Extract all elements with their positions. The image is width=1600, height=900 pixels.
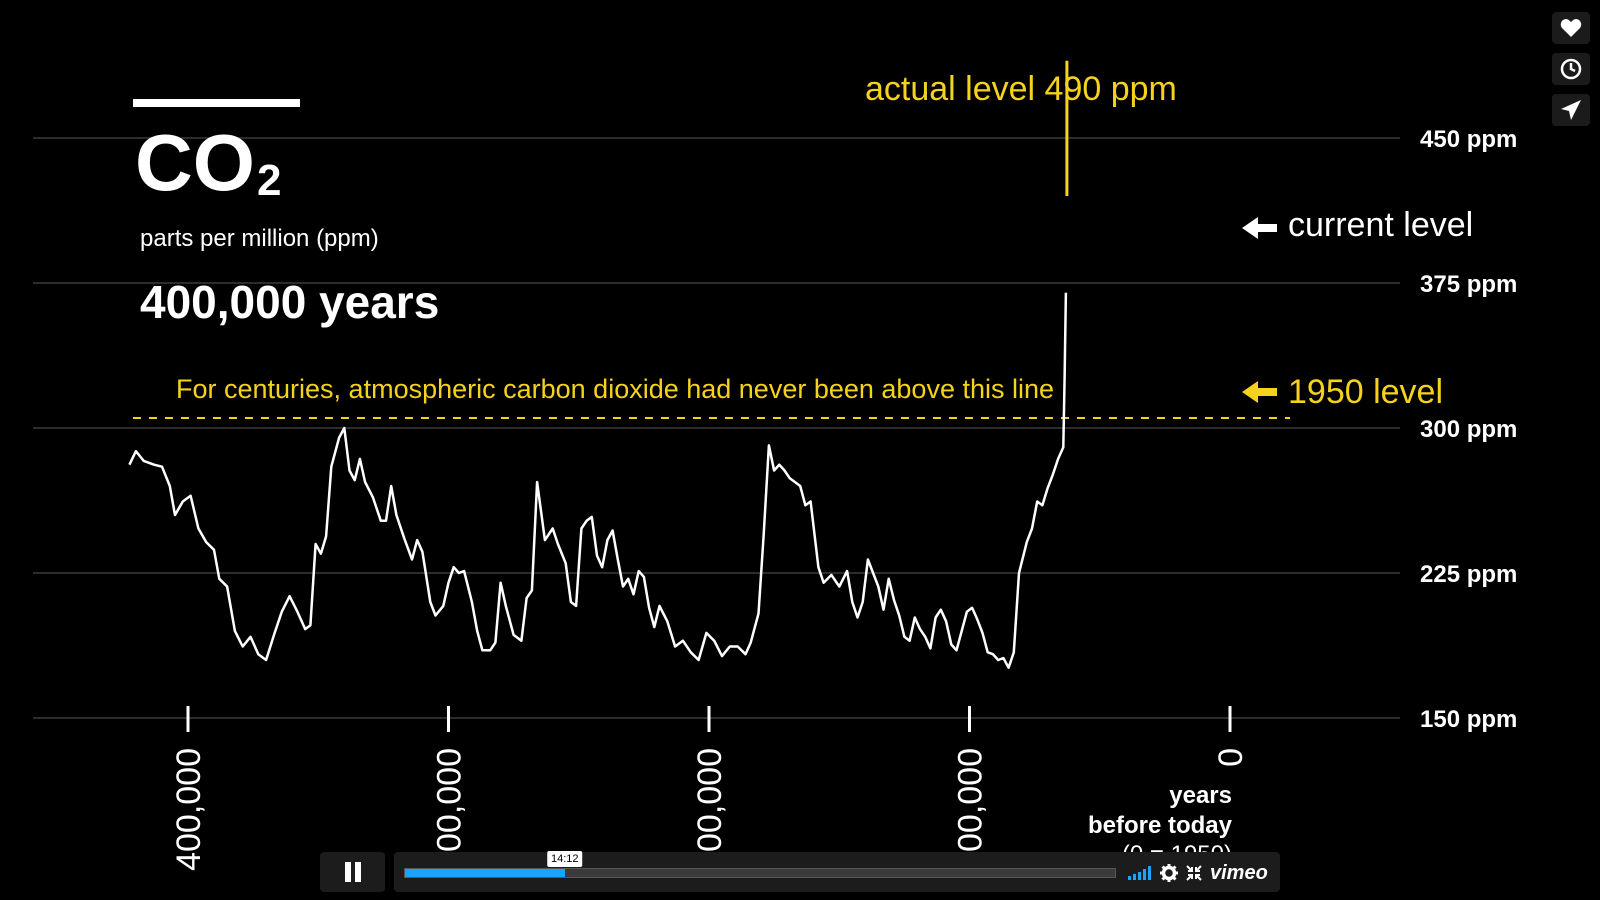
fullscreen-icon[interactable] bbox=[1186, 865, 1202, 881]
page-title: CO2 bbox=[135, 118, 281, 207]
share-button[interactable] bbox=[1552, 94, 1590, 126]
y-tick-label-450: 450 ppm bbox=[1420, 126, 1517, 153]
level-1950-label: 1950 level bbox=[1288, 373, 1443, 411]
chart-subtitle: parts per million (ppm) bbox=[140, 225, 379, 252]
progress-bar[interactable]: 14:12 bbox=[404, 851, 1116, 878]
gridlines bbox=[33, 137, 1400, 719]
x-tick-label-400000: 400,000 bbox=[170, 748, 208, 871]
like-button[interactable] bbox=[1552, 12, 1590, 44]
y-tick-label-225: 225 ppm bbox=[1420, 561, 1517, 588]
y-tick-labels: 450 ppm 375 ppm 300 ppm 225 ppm 150 ppm bbox=[1420, 126, 1517, 733]
progress-bar-container: 14:12 vimeo bbox=[394, 851, 1280, 892]
volume-bars-icon[interactable] bbox=[1128, 866, 1152, 880]
title-overline bbox=[133, 99, 300, 107]
level-1950-arrow-icon bbox=[1242, 381, 1277, 403]
settings-gear-icon[interactable] bbox=[1160, 864, 1178, 882]
time-tooltip: 14:12 bbox=[546, 851, 583, 867]
x-tick-label-100000: 100,000 bbox=[952, 748, 990, 871]
x-tick-label-0: 0 bbox=[1212, 748, 1250, 767]
x-tick-label-300000: 300,000 bbox=[431, 748, 469, 871]
actual-level-label: actual level 490 ppm bbox=[865, 70, 1177, 108]
current-level-label: current level bbox=[1288, 206, 1473, 244]
progress-fill bbox=[405, 869, 565, 877]
y-tick-label-375: 375 ppm bbox=[1420, 271, 1517, 298]
co2-series-line bbox=[128, 292, 1068, 669]
x-axis-caption-line1: years bbox=[1169, 782, 1232, 809]
current-level-arrow-icon bbox=[1242, 217, 1277, 239]
pause-button[interactable] bbox=[320, 852, 385, 892]
y-tick-label-300: 300 ppm bbox=[1420, 416, 1517, 443]
vimeo-logo[interactable]: vimeo bbox=[1210, 861, 1268, 884]
clock-icon bbox=[1560, 58, 1582, 80]
y-tick-label-150: 150 ppm bbox=[1420, 706, 1517, 733]
x-ticks: 400,000 300,000 200,000 100,000 0 bbox=[170, 706, 1250, 871]
pause-icon bbox=[344, 862, 361, 882]
time-span-label: 400,000 years bbox=[140, 276, 439, 328]
x-axis-caption-line2: before today bbox=[1088, 812, 1233, 839]
watch-later-button[interactable] bbox=[1552, 53, 1590, 85]
send-icon bbox=[1561, 100, 1581, 120]
annotation-1950-line: For centuries, atmospheric carbon dioxid… bbox=[176, 374, 1054, 404]
player-control-icons: vimeo bbox=[1128, 862, 1268, 884]
heart-icon bbox=[1560, 19, 1582, 37]
video-player-controls: 14:12 vimeo bbox=[320, 851, 1280, 892]
x-tick-label-200000: 200,000 bbox=[691, 748, 729, 871]
